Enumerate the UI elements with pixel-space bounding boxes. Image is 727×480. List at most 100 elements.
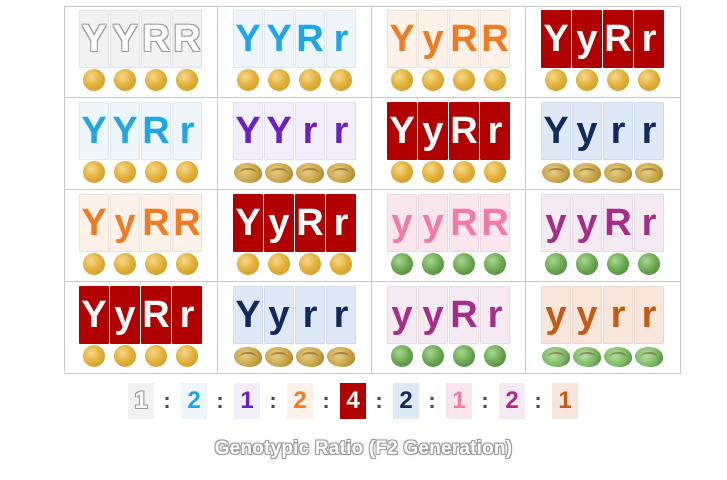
allele-tile: y [264, 286, 294, 344]
allele-letter: y [545, 202, 567, 244]
allele-tile: R [449, 194, 479, 252]
allele-letter: Y [235, 110, 261, 152]
allele-tile: R [449, 10, 479, 68]
allele-tile: y [418, 286, 448, 344]
allele-letter: y [391, 202, 413, 244]
allele-tile: y [572, 286, 602, 344]
pea-seeds [541, 253, 665, 277]
yellow-round-pea-icon [545, 69, 567, 91]
yellow-round-pea-icon [83, 345, 105, 367]
allele-tile: Y [264, 10, 294, 68]
ratio-separator: : [216, 388, 224, 413]
allele-tile: r [295, 102, 325, 160]
allele-tile: y [418, 10, 448, 68]
allele-tile: y [418, 194, 448, 252]
allele-letter: r [487, 294, 503, 336]
allele-letter: Y [235, 18, 261, 60]
allele-tile: y [418, 102, 448, 160]
yellow-round-pea-icon [83, 161, 105, 183]
green-round-pea-icon [453, 253, 475, 275]
pea-seeds [541, 345, 665, 369]
yellow-round-pea-icon [330, 253, 352, 275]
ratio-separator: : [375, 388, 383, 413]
allele-letter: r [333, 110, 349, 152]
yellow-round-pea-icon [176, 253, 198, 275]
allele-letter: R [296, 202, 324, 244]
ratio-value: 1 [234, 383, 260, 419]
allele-letter: r [487, 110, 503, 152]
yellow-round-pea-icon [422, 161, 444, 183]
yellow-wrinkled-pea-icon [573, 163, 601, 183]
green-round-pea-icon [576, 253, 598, 275]
allele-tile: R [603, 10, 633, 68]
yellow-round-pea-icon [484, 69, 506, 91]
allele-letter: r [610, 294, 626, 336]
yellow-round-pea-icon [391, 161, 413, 183]
ratio-value: 2 [287, 383, 313, 419]
yellow-round-pea-icon [607, 69, 629, 91]
allele-letter: Y [81, 294, 107, 336]
allele-tile: y [387, 286, 417, 344]
ratio-separator: : [428, 388, 436, 413]
allele-tile: Y [79, 286, 109, 344]
green-round-pea-icon [638, 253, 660, 275]
allele-letter: r [179, 294, 195, 336]
allele-letter: y [576, 18, 598, 60]
yellow-round-pea-icon [114, 345, 136, 367]
allele-tile: R [295, 10, 325, 68]
allele-letter: Y [235, 294, 261, 336]
allele-letter: Y [266, 110, 292, 152]
allele-tile: R [449, 286, 479, 344]
yellow-round-pea-icon [391, 69, 413, 91]
allele-letter: y [422, 18, 444, 60]
yellow-wrinkled-pea-icon [542, 163, 570, 183]
allele-letter: R [450, 294, 478, 336]
ratio-value: 2 [393, 383, 419, 419]
ratio-separator: : [163, 388, 171, 413]
allele-letter: Y [389, 110, 415, 152]
allele-letter: y [391, 294, 413, 336]
yellow-round-pea-icon [237, 69, 259, 91]
allele-letter: r [641, 294, 657, 336]
allele-tile: y [264, 194, 294, 252]
allele-tile: Y [79, 102, 109, 160]
allele-letter: y [268, 294, 290, 336]
yellow-wrinkled-pea-icon [604, 163, 632, 183]
allele-letter: R [481, 18, 509, 60]
allele-letter: y [268, 202, 290, 244]
pea-seeds [79, 253, 203, 277]
green-round-pea-icon [484, 253, 506, 275]
allele-letter: Y [81, 18, 107, 60]
yellow-wrinkled-pea-icon [234, 347, 262, 367]
ratio-separator: : [481, 388, 489, 413]
allele-tile: r [326, 102, 356, 160]
allele-tile: y [110, 286, 140, 344]
allele-tile: y [387, 194, 417, 252]
allele-letter: y [422, 202, 444, 244]
allele-letter: Y [235, 202, 261, 244]
allele-tile: r [634, 194, 664, 252]
allele-tile: r [172, 286, 202, 344]
allele-letter: R [450, 202, 478, 244]
allele-letter: Y [81, 202, 107, 244]
pea-seeds [79, 69, 203, 93]
allele-tile: r [480, 286, 510, 344]
allele-letter: r [302, 294, 318, 336]
allele-letter: Y [543, 110, 569, 152]
